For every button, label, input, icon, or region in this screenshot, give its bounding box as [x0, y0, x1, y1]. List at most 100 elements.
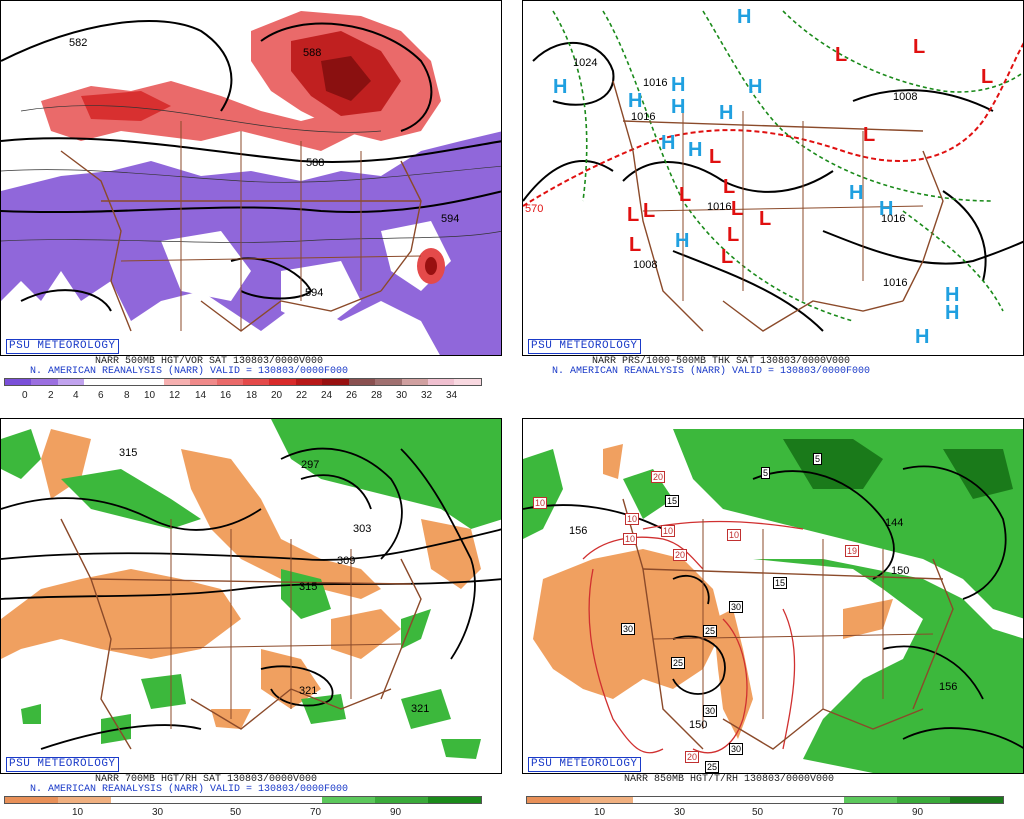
temperature-label-box: 15 — [665, 495, 680, 507]
contour-label: 315 — [119, 447, 138, 459]
contour-label: 1016 — [631, 111, 656, 123]
colorbar-tick: 30 — [152, 807, 164, 818]
contour-label: 321 — [411, 703, 430, 715]
low-pressure-marker: L — [643, 200, 655, 222]
colorbar-tick: 2 — [48, 390, 54, 401]
psu-meteorology-label: PSU METEOROLOGY — [528, 339, 641, 354]
low-pressure-marker: L — [913, 36, 925, 58]
temperature-label-box: 10 — [625, 513, 640, 525]
contour-label: 588 — [303, 47, 322, 59]
caption-line1: NARR 500MB HGT/VOR SAT 130803/0000V000 — [95, 356, 324, 367]
colorbar-tick: 22 — [296, 390, 308, 401]
colorbar-tick: 28 — [371, 390, 383, 401]
colorbar-tick: 30 — [674, 807, 686, 818]
psu-meteorology-label: PSU METEOROLOGY — [528, 757, 641, 772]
low-pressure-marker: L — [709, 146, 721, 168]
contour-label: 303 — [353, 523, 372, 535]
contour-label: 1024 — [573, 57, 598, 69]
contour-label: 588 — [306, 157, 325, 169]
contour-label: 321 — [299, 685, 318, 697]
colorbar-tick: 10 — [72, 807, 84, 818]
temperature-label-box: 20 — [651, 471, 666, 483]
high-pressure-marker: H — [671, 96, 685, 118]
temperature-label-box: 15 — [773, 577, 788, 589]
high-pressure-marker: H — [737, 6, 751, 28]
colorbar-tick: 10 — [144, 390, 156, 401]
caption-line1: NARR PRS/1000-500MB THK SAT 130803/0000V… — [592, 356, 851, 367]
temperature-label-box: 30 — [729, 743, 744, 755]
contour-label: 309 — [337, 555, 356, 567]
colorbar-tick: 50 — [230, 807, 242, 818]
low-pressure-marker: L — [759, 208, 771, 230]
high-pressure-marker: H — [628, 90, 642, 112]
contour-label: 144 — [885, 517, 904, 529]
psu-meteorology-label: PSU METEOROLOGY — [6, 757, 119, 772]
contour-label: 315 — [299, 581, 318, 593]
high-pressure-marker: H — [661, 132, 675, 154]
map-surface-pressure: H H H H H H H H H H H H H H H L L L — [522, 0, 1024, 356]
high-pressure-marker: H — [849, 182, 863, 204]
high-pressure-marker: H — [945, 284, 959, 306]
panel-surface-pressure-thickness: H H H H H H H H H H H H H H H L L L — [522, 0, 1024, 405]
contour-label: 150 — [689, 719, 708, 731]
contour-label: 156 — [939, 681, 958, 693]
caption-line1: NARR 850MB HGT/T/RH 130803/0000V000 — [624, 774, 835, 785]
contour-label: 1016 — [883, 277, 908, 289]
low-pressure-marker: L — [731, 198, 743, 220]
high-pressure-marker: H — [748, 76, 762, 98]
colorbar-tick: 18 — [246, 390, 258, 401]
colorbar-tick: 8 — [124, 390, 130, 401]
contour-label: 594 — [305, 287, 324, 299]
colorbar-tick: 20 — [271, 390, 283, 401]
panel-700mb-rh: 315 297 303 309 315 321 321 PSU METEOROL… — [0, 418, 502, 819]
caption-line2: N. AMERICAN REANALYSIS (NARR) VALID = 13… — [30, 366, 349, 377]
colorbar-tick: 0 — [22, 390, 28, 401]
map-850mb: 156 144 150 156 150 5 5 15 15 20 20 10 1… — [522, 418, 1024, 774]
colorbar-tick: 16 — [220, 390, 232, 401]
temperature-label-box: 10 — [727, 529, 742, 541]
contour-label: 1016 — [643, 77, 668, 89]
contour-label: 570 — [525, 203, 544, 215]
high-pressure-marker: H — [915, 326, 929, 348]
contour-label: 156 — [569, 525, 588, 537]
colorbar-tick: 30 — [396, 390, 408, 401]
colorbar-tick: 32 — [421, 390, 433, 401]
contour-label: 1016 — [881, 213, 906, 225]
high-pressure-marker: H — [719, 102, 733, 124]
low-pressure-marker: L — [721, 246, 733, 268]
temperature-label-box: 20 — [673, 549, 688, 561]
vorticity-colorbar — [4, 378, 482, 386]
colorbar-tick: 4 — [73, 390, 79, 401]
colorbar-tick: 26 — [346, 390, 358, 401]
caption-line1: NARR 700MB HGT/RH SAT 130803/0000V000 — [95, 774, 318, 785]
temperature-label-box: 25 — [703, 625, 718, 637]
colorbar-tick: 14 — [195, 390, 207, 401]
low-pressure-marker: L — [629, 234, 641, 256]
contour-label: 1008 — [893, 91, 918, 103]
temperature-label-box: 5 — [761, 467, 771, 479]
high-pressure-marker: H — [945, 302, 959, 324]
temperature-label-box: 20 — [685, 751, 700, 763]
temperature-label-box: 25 — [705, 761, 720, 773]
contour-label: 594 — [441, 213, 460, 225]
temperature-label-box: 25 — [671, 657, 686, 669]
vorticity-map-graphic — [1, 11, 501, 355]
temperature-label-box: 10 — [533, 497, 548, 509]
temperature-label-box: 10 — [661, 525, 676, 537]
temperature-label-box: 10 — [623, 533, 638, 545]
rh700-map-graphic — [1, 419, 501, 759]
low-pressure-marker: L — [981, 66, 993, 88]
temperature-label-box: 30 — [703, 705, 718, 717]
contour-label: 1008 — [633, 259, 658, 271]
low-pressure-marker: L — [679, 184, 691, 206]
high-pressure-marker: H — [671, 74, 685, 96]
caption-line2: N. AMERICAN REANALYSIS (NARR) VALID = 13… — [30, 784, 349, 795]
colorbar-tick: 10 — [594, 807, 606, 818]
caption-line2: N. AMERICAN REANALYSIS (NARR) VALID = 13… — [552, 366, 871, 377]
low-pressure-marker: L — [627, 204, 639, 226]
colorbar-tick: 50 — [752, 807, 764, 818]
rh-colorbar — [4, 796, 482, 804]
psu-meteorology-label: PSU METEOROLOGY — [6, 339, 119, 354]
contour-label: 297 — [301, 459, 320, 471]
map-500mb: 582 588 594 594 588 PSU METEOROLOGY — [0, 0, 502, 356]
